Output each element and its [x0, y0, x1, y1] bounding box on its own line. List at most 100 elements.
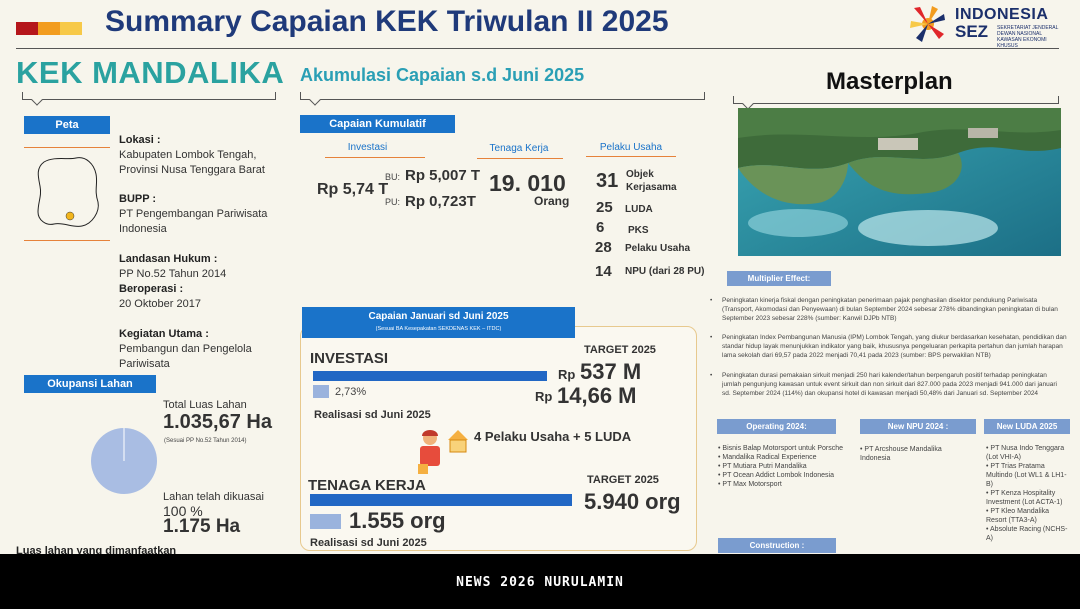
investasi-real-value: 14,66 M [557, 383, 637, 408]
pelaku-item-num: 25 [596, 199, 613, 216]
beroperasi-value: 20 Oktober 2017 [119, 298, 201, 310]
multiplier-tag: Multiplier Effect: [727, 271, 831, 286]
bu-label: BU: [385, 172, 401, 182]
pelaku-item-num: 31 [596, 170, 619, 192]
multiplier-bullet: • [710, 372, 713, 379]
landasan-label: Landasan Hukum : [119, 253, 218, 265]
masterplan-title: Masterplan [826, 68, 953, 95]
investasi-target-bar [313, 371, 547, 381]
footer-bar [0, 554, 1080, 609]
investasi-target-value: 537 M [580, 359, 642, 384]
akumulasi-title: Akumulasi Capaian s.d Juni 2025 [300, 65, 585, 85]
list-item: • PT Nusa Indo Tenggara (Lot VHI-A) [986, 445, 1065, 461]
investasi-section-label: INVESTASI [310, 350, 389, 367]
tenaga-kerja-label: Tenaga Kerja [489, 143, 549, 154]
kegiatan-label: Kegiatan Utama : [119, 328, 209, 340]
pelaku-usaha-text: 4 Pelaku Usaha + 5 LUDA [474, 429, 632, 444]
lombok-map-icon [37, 157, 99, 227]
multiplier-item: Peningkatan Index Pembangunan Manusia (I… [722, 334, 1067, 359]
footer-text: NEWS 2026 NURULAMIN [456, 575, 624, 590]
beroperasi-label: Beroperasi : [119, 283, 184, 295]
capaian-tag-title: Capaian Januari sd Juni 2025 [368, 311, 509, 322]
investasi-pct: 2,73% [335, 386, 367, 398]
tenaga-kerja-realisasi-bar [310, 514, 341, 529]
logo-text-indonesia: INDONESIA [955, 6, 1049, 23]
tenaga-kerja-underline [477, 158, 563, 159]
tenaga-kerja-target-label: TARGET 2025 [587, 474, 659, 486]
investasi-underline [325, 157, 425, 158]
tenaga-kerja-realisasi-label: Realisasi sd Juni 2025 [310, 537, 427, 549]
multiplier-bullet: • [710, 297, 713, 304]
pelaku-item-text: PKS [628, 225, 649, 236]
pelaku-item-num: 14 [595, 263, 612, 280]
tenaga-kerja-unit: Orang [534, 194, 570, 208]
capaian-box [300, 326, 697, 551]
list-item: • PT Arcshouse Mandalika Indonesia [860, 446, 942, 462]
investasi-realisasi-bar [313, 385, 329, 398]
bu-value: Rp 5,007 T [405, 167, 481, 184]
masterplan-aerial-image [738, 108, 1061, 256]
total-luas-note: (Sesuai PP No.52 Tahun 2014) [164, 438, 247, 444]
list-item: • Bisnis Balap Motorsport untuk Porsche [718, 445, 844, 452]
investasi-realisasi-label: Realisasi sd Juni 2025 [314, 409, 431, 421]
dikuasai-value: 1.175 Ha [163, 516, 241, 537]
okupansi-pie-chart [91, 428, 157, 494]
multiplier-bullet: • [710, 334, 713, 341]
bupp-label: BUPP : [119, 193, 157, 205]
npu-list: • PT Arcshouse Mandalika Indonesia [860, 445, 970, 463]
capaian-kumulatif-tag: Capaian Kumulatif [300, 115, 455, 133]
page-title: Summary Capaian KEK Triwulan II 2025 [105, 5, 669, 38]
akumulasi-bracket [300, 92, 705, 100]
list-item: • PT Trias Pratama Multindo (Lot WL1 & L… [986, 463, 1067, 488]
list-item: • PT Ocean Addict Lombok Indonesia [718, 472, 834, 479]
list-item: • Mandalika Radical Experience [718, 454, 817, 461]
header-divider [16, 48, 1059, 49]
pelaku-item-text: Pelaku Usaha [625, 243, 691, 254]
pelaku-item-text: NPU (dari 28 PU) [625, 266, 705, 277]
lokasi-label: Lokasi : [119, 134, 161, 146]
investasi-total: Rp 5,74 T [317, 181, 389, 198]
npu-tag: New NPU 2024 : [860, 419, 976, 434]
bupp-value: PT Pengembangan Pariwisata Indonesia [119, 208, 268, 235]
header-bar-yellow [60, 22, 82, 35]
logo-subtext: SEKRETARIAT JENDERAL DEWAN NASIONAL KAWA… [997, 25, 1059, 49]
landasan-value: PP No.52 Tahun 2014 [119, 268, 227, 280]
pelaku-item-num: 6 [596, 219, 605, 236]
multiplier-item: Peningkatan durasi pemakaian sirkuit men… [722, 372, 1057, 397]
indonesia-sez-logo-icon [910, 6, 945, 42]
list-item: • PT Mutiara Putri Mandalika [718, 463, 807, 470]
pelaku-item-text: Objek Kerjasama [626, 169, 677, 193]
investasi-label: Investasi [347, 142, 388, 153]
pelaku-usaha-underline [586, 156, 676, 157]
total-luas-value: 1.035,67 Ha [163, 411, 272, 433]
tenaga-kerja-section-label: TENAGA KERJA [308, 477, 426, 494]
list-item: • Absolute Racing (NCHS-A) [986, 526, 1068, 542]
kegiatan-value: Pembangun dan Pengelola Pariwisata [119, 343, 252, 370]
dikuasai-label: Lahan telah dikuasai [163, 491, 264, 503]
construction-tag: Construction : [718, 538, 836, 553]
pelaku-item-text: LUDA [625, 204, 653, 215]
tenaga-kerja-real-value: 1.555 org [349, 508, 446, 533]
dikuasai-pct: 100 % [163, 503, 203, 519]
multiplier-item: Peningkatan kinerja fiskal dengan pening… [722, 297, 1058, 322]
investasi-real-currency: Rp [535, 389, 553, 404]
tenaga-kerja-value: 19. 010 [489, 170, 566, 196]
list-item: • PT Max Motorsport [718, 481, 782, 488]
lokasi-value: Kabupaten Lombok Tengah, Provinsi Nusa T… [119, 149, 265, 176]
capaian-tag [302, 307, 575, 338]
pelaku-item-num: 28 [595, 239, 612, 256]
pu-label: PU: [385, 197, 401, 207]
pelaku-usaha-label: Pelaku Usaha [599, 142, 663, 153]
tenaga-kerja-target-bar [310, 494, 572, 506]
list-item: • PT Kenza Hospitality Investment (Lot A… [986, 490, 1063, 506]
luda-tag: New LUDA 2025 [984, 419, 1070, 434]
list-item: • PT Kleo Mandalika Resort (TTA3-A) [986, 508, 1050, 524]
investasi-target-label: TARGET 2025 [584, 344, 656, 356]
kek-title-bracket [22, 92, 276, 100]
tenaga-kerja-target-value: 5.940 org [584, 489, 681, 514]
header-bar-red [16, 22, 38, 35]
peta-tag: Peta [24, 116, 110, 134]
okupansi-tag: Okupansi Lahan [24, 375, 156, 393]
masterplan-bracket [733, 96, 1059, 104]
peta-top-line [24, 147, 110, 148]
